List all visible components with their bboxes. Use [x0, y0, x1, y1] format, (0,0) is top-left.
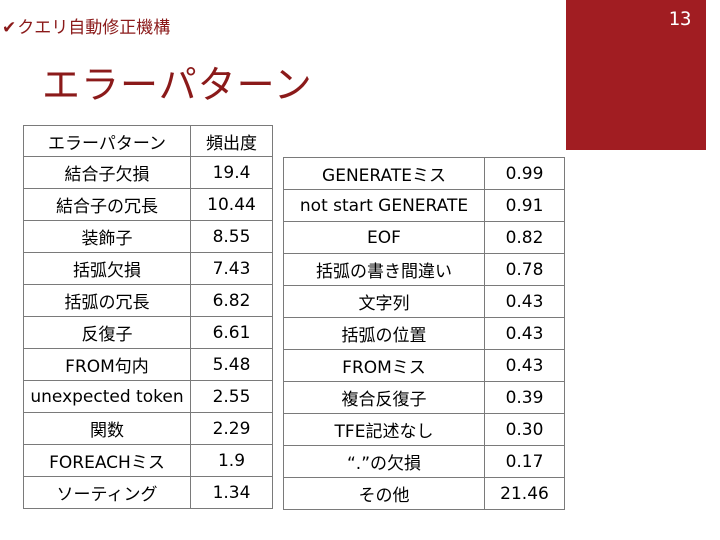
- table-row: 装飾子 8.55: [24, 221, 273, 253]
- frequency-cell: 6.82: [191, 285, 273, 317]
- pattern-cell: FROM句内: [24, 349, 191, 381]
- frequency-cell: 1.34: [191, 477, 273, 509]
- frequency-cell: 6.61: [191, 317, 273, 349]
- table-row: “.”の欠損 0.17: [284, 446, 565, 478]
- table-header-row: エラーパターン 頻出度: [24, 126, 273, 157]
- table-row: 結合子欠損 19.4: [24, 157, 273, 189]
- pattern-cell: ソーティング: [24, 477, 191, 509]
- pattern-cell: FOREACHミス: [24, 445, 191, 477]
- table-row: 関数 2.29: [24, 413, 273, 445]
- frequency-cell: 7.43: [191, 253, 273, 285]
- table-row: GENERATEミス 0.99: [284, 158, 565, 190]
- frequency-cell: 0.99: [485, 158, 565, 190]
- slide-title: エラーパターン: [42, 54, 313, 109]
- pattern-cell: TFE記述なし: [284, 414, 485, 446]
- frequency-cell: 2.55: [191, 381, 273, 413]
- table-row: not start GENERATE 0.91: [284, 190, 565, 222]
- frequency-cell: 8.55: [191, 221, 273, 253]
- pattern-cell: “.”の欠損: [284, 446, 485, 478]
- frequency-cell: 0.17: [485, 446, 565, 478]
- table-row: unexpected token 2.55: [24, 381, 273, 413]
- table-row: その他 21.46: [284, 478, 565, 510]
- table-row: 括弧の冗長 6.82: [24, 285, 273, 317]
- pattern-cell: 結合子の冗長: [24, 189, 191, 221]
- pattern-cell: 関数: [24, 413, 191, 445]
- table-row: 複合反復子 0.39: [284, 382, 565, 414]
- frequency-cell: 0.43: [485, 318, 565, 350]
- error-pattern-table-left: エラーパターン 頻出度 結合子欠損 19.4 結合子の冗長 10.44 装飾子 8.5…: [23, 125, 273, 509]
- table-row: 文字列 0.43: [284, 286, 565, 318]
- frequency-cell: 10.44: [191, 189, 273, 221]
- table-row: EOF 0.82: [284, 222, 565, 254]
- header-label-text: クエリ自動修正機構: [17, 18, 170, 38]
- table-row: 反復子 6.61: [24, 317, 273, 349]
- checkmark-icon: ✔: [2, 18, 16, 38]
- header-label: ✔クエリ自動修正機構: [2, 13, 170, 38]
- pattern-cell: 装飾子: [24, 221, 191, 253]
- pattern-cell: FROMミス: [284, 350, 485, 382]
- frequency-cell: 19.4: [191, 157, 273, 189]
- table-row: FOREACHミス 1.9: [24, 445, 273, 477]
- table-row: FROMミス 0.43: [284, 350, 565, 382]
- frequency-cell: 0.43: [485, 350, 565, 382]
- frequency-cell: 0.82: [485, 222, 565, 254]
- pattern-cell: 複合反復子: [284, 382, 485, 414]
- frequency-cell: 2.29: [191, 413, 273, 445]
- table-row: 括弧欠損 7.43: [24, 253, 273, 285]
- frequency-cell: 0.39: [485, 382, 565, 414]
- frequency-cell: 0.30: [485, 414, 565, 446]
- frequency-cell: 0.43: [485, 286, 565, 318]
- table-row: 括弧の位置 0.43: [284, 318, 565, 350]
- table-row: ソーティング 1.34: [24, 477, 273, 509]
- page-number: 13: [668, 8, 692, 31]
- pattern-cell: 括弧欠損: [24, 253, 191, 285]
- table-row: 括弧の書き間違い 0.78: [284, 254, 565, 286]
- pattern-cell: 結合子欠損: [24, 157, 191, 189]
- pattern-cell: EOF: [284, 222, 485, 254]
- frequency-cell: 5.48: [191, 349, 273, 381]
- table-row: 結合子の冗長 10.44: [24, 189, 273, 221]
- pattern-cell: その他: [284, 478, 485, 510]
- table-row: FROM句内 5.48: [24, 349, 273, 381]
- pattern-cell: 文字列: [284, 286, 485, 318]
- pattern-cell: not start GENERATE: [284, 190, 485, 222]
- pattern-cell: 反復子: [24, 317, 191, 349]
- frequency-cell: 21.46: [485, 478, 565, 510]
- frequency-cell: 0.78: [485, 254, 565, 286]
- pattern-cell: 括弧の位置: [284, 318, 485, 350]
- pattern-cell: 括弧の書き間違い: [284, 254, 485, 286]
- table-row: TFE記述なし 0.30: [284, 414, 565, 446]
- frequency-cell: 1.9: [191, 445, 273, 477]
- pattern-cell: GENERATEミス: [284, 158, 485, 190]
- column-header-frequency: 頻出度: [191, 126, 273, 157]
- pattern-cell: unexpected token: [24, 381, 191, 413]
- pattern-cell: 括弧の冗長: [24, 285, 191, 317]
- error-pattern-table-right: GENERATEミス 0.99 not start GENERATE 0.91 EO…: [283, 157, 565, 510]
- frequency-cell: 0.91: [485, 190, 565, 222]
- column-header-error-pattern: エラーパターン: [24, 126, 191, 157]
